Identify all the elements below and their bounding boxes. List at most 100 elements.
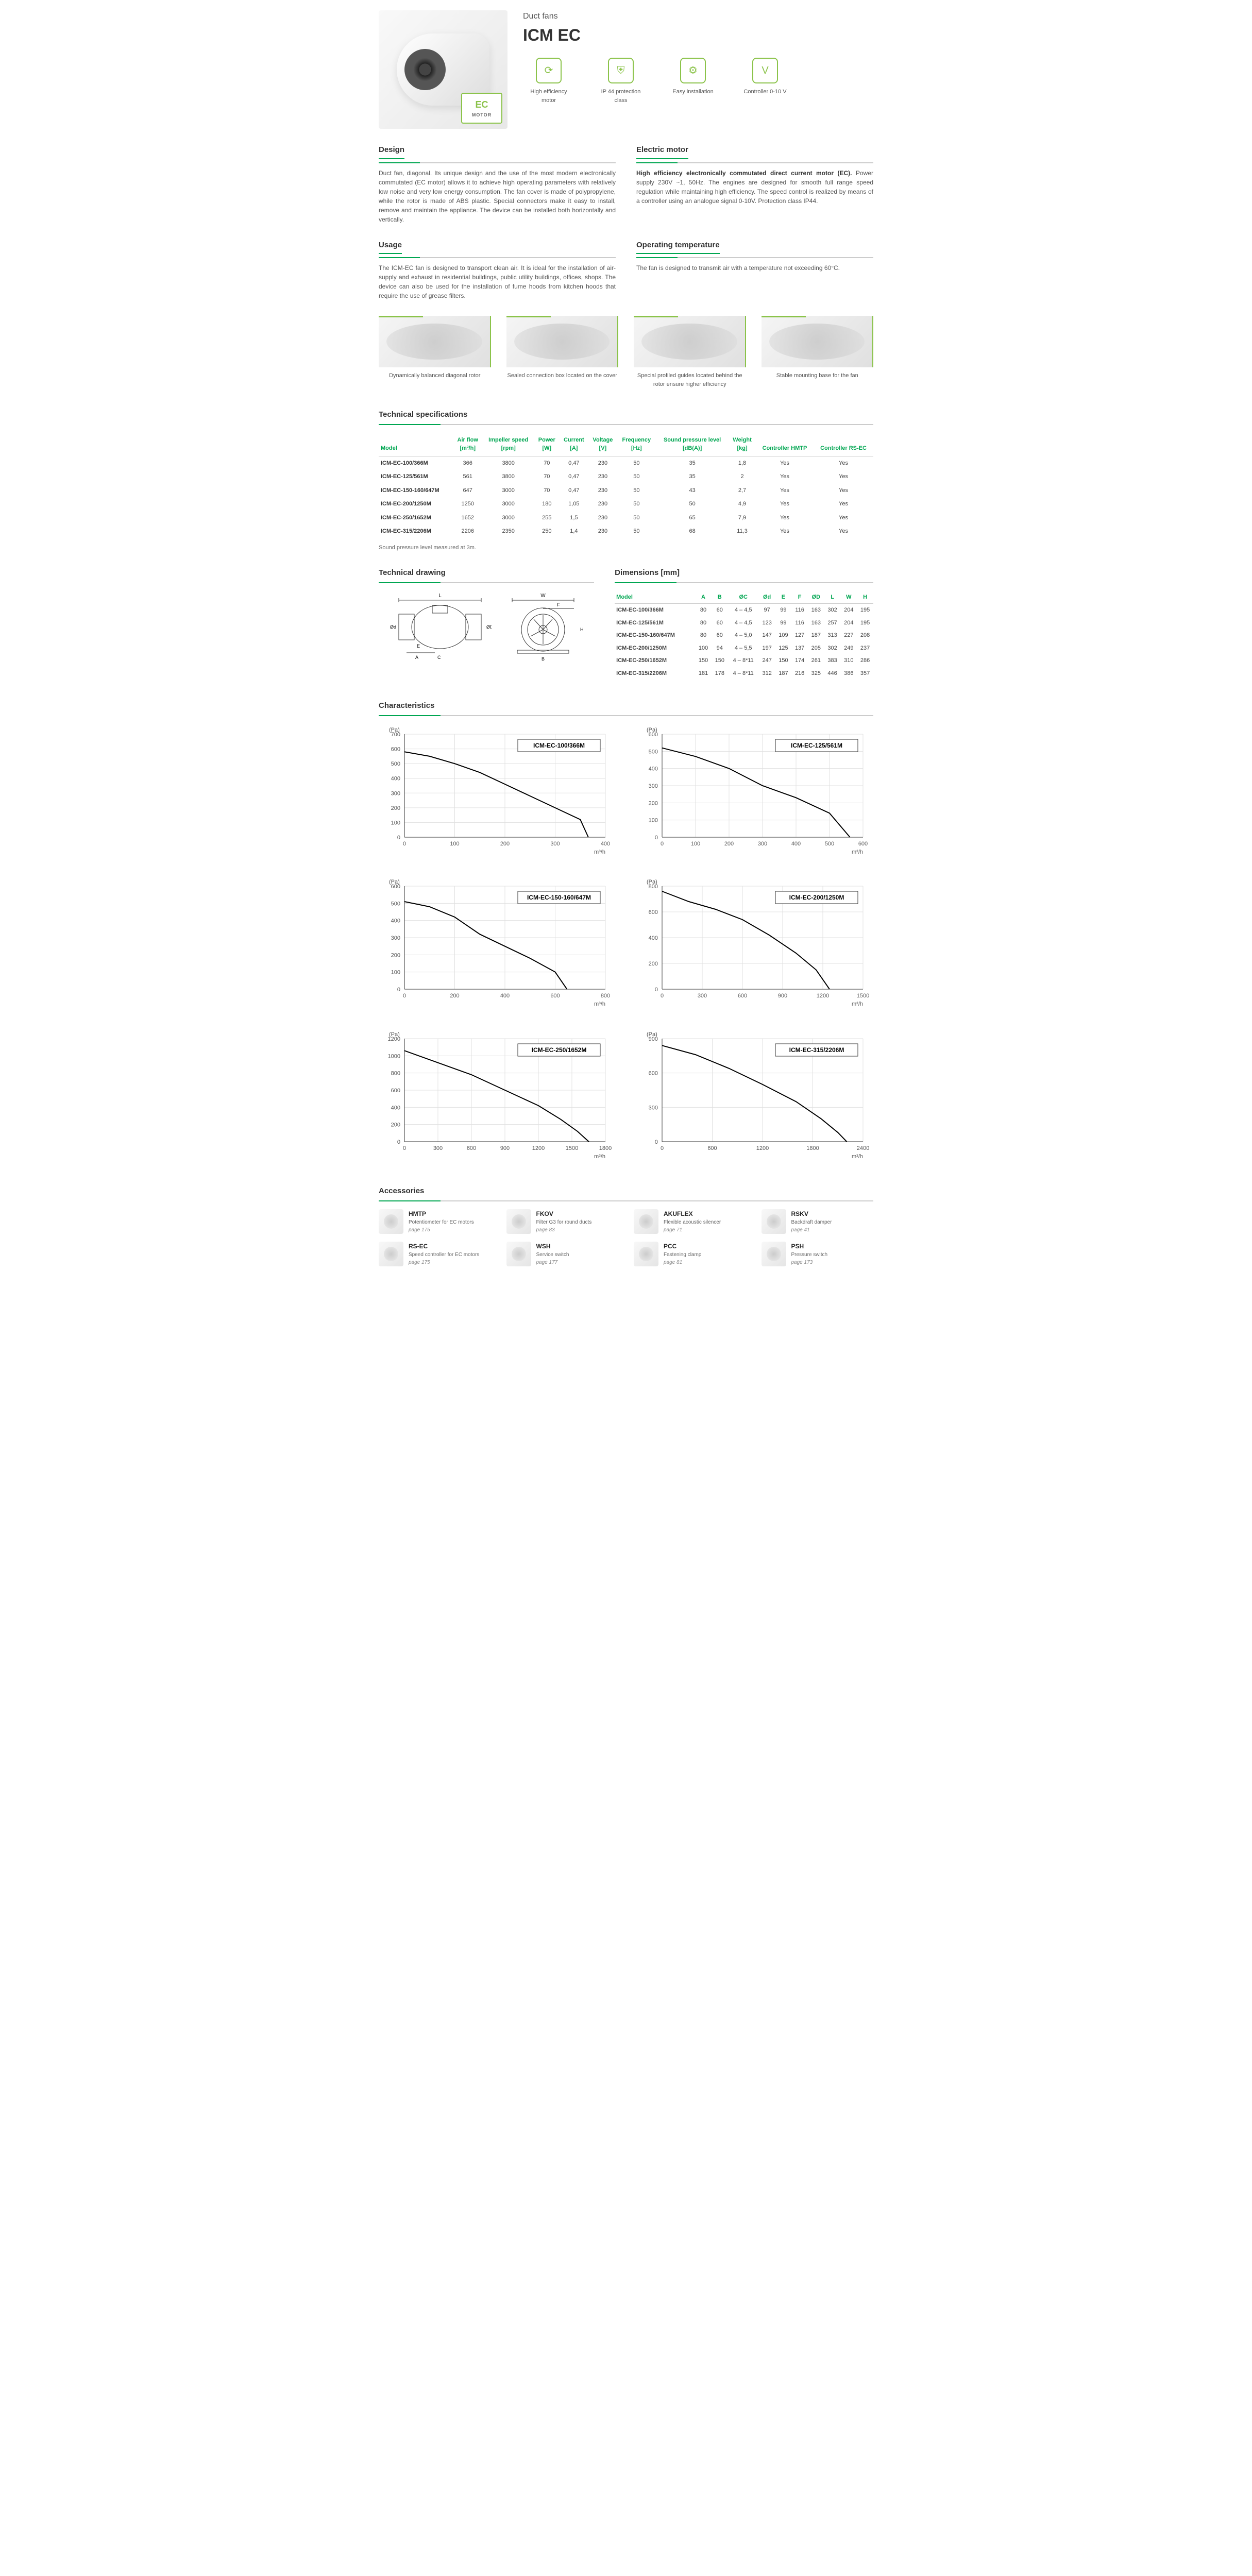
svg-text:(Pa): (Pa): [389, 1031, 400, 1038]
accessory-desc: Filter G3 for round ducts: [536, 1218, 592, 1226]
svg-text:600: 600: [391, 746, 400, 752]
performance-chart: 0200400600800100012000300600900120015001…: [379, 1028, 616, 1165]
accessory-page: page 71: [664, 1226, 721, 1234]
accessory-code: WSH: [536, 1242, 569, 1251]
svg-text:0: 0: [403, 841, 406, 847]
accessory-thumb: [379, 1242, 403, 1266]
svg-text:600: 600: [707, 1145, 717, 1151]
svg-text:100: 100: [450, 841, 459, 847]
table-header: E: [775, 591, 792, 604]
feature-caption: Sealed connection box located on the cov…: [506, 371, 619, 380]
technical-drawing: L Ød ØD A C E W F: [379, 591, 594, 663]
spec-table: ModelAir flow [m³/h]Impeller speed [rpm]…: [379, 433, 873, 538]
svg-text:A: A: [415, 655, 418, 660]
svg-text:800: 800: [601, 993, 610, 999]
svg-text:ICM-EC-125/561M: ICM-EC-125/561M: [791, 742, 842, 749]
svg-text:300: 300: [649, 1105, 658, 1111]
table-header: A: [695, 591, 712, 604]
svg-text:600: 600: [738, 993, 747, 999]
category-label: Duct fans: [523, 10, 873, 23]
product-title: ICM EC: [523, 23, 873, 47]
svg-text:600: 600: [649, 1070, 658, 1076]
svg-text:600: 600: [858, 841, 868, 847]
table-header: Voltage [V]: [588, 433, 617, 456]
table-row: ICM-EC-200/1250M125030001801,0523050504,…: [379, 497, 873, 511]
svg-text:500: 500: [825, 841, 834, 847]
feature-item: Dynamically balanced diagonal rotor: [379, 316, 491, 388]
table-header: Controller RS-EC: [814, 433, 873, 456]
accessory-page: page 173: [791, 1259, 828, 1266]
accessory-code: RS-EC: [409, 1242, 479, 1251]
svg-text:1500: 1500: [566, 1145, 578, 1151]
svg-text:ICM-EC-315/2206M: ICM-EC-315/2206M: [789, 1046, 844, 1054]
svg-text:400: 400: [391, 1105, 400, 1111]
accessories-title: Accessories: [379, 1185, 873, 1197]
accessories-list: HMTP Potentiometer for EC motors page 17…: [379, 1209, 873, 1266]
svg-text:(Pa): (Pa): [647, 727, 657, 733]
svg-text:1800: 1800: [806, 1145, 819, 1151]
accessory-item: FKOV Filter G3 for round ducts page 83: [506, 1209, 619, 1234]
svg-text:(Pa): (Pa): [647, 1031, 657, 1038]
svg-text:300: 300: [391, 790, 400, 796]
accessory-code: PCC: [664, 1242, 701, 1251]
accessory-desc: Flexible acoustic silencer: [664, 1218, 721, 1226]
accessory-item: AKUFLEX Flexible acoustic silencer page …: [634, 1209, 746, 1234]
accessory-item: PSH Pressure switch page 173: [762, 1242, 874, 1266]
svg-text:(Pa): (Pa): [389, 727, 400, 733]
table-row: ICM-EC-150-160/647M6473000700,4723050432…: [379, 484, 873, 498]
svg-text:ICM-EC-250/1652M: ICM-EC-250/1652M: [532, 1046, 587, 1054]
svg-text:1200: 1200: [756, 1145, 769, 1151]
svg-text:900: 900: [778, 993, 787, 999]
svg-text:300: 300: [698, 993, 707, 999]
feature-item: Sealed connection box located on the cov…: [506, 316, 619, 388]
svg-text:600: 600: [391, 1088, 400, 1094]
design-block: Design Duct fan, diagonal. Its unique de…: [379, 144, 616, 224]
performance-chart: 01002003004005006000100200300400500600 (…: [636, 724, 873, 861]
table-header: H: [857, 591, 873, 604]
accessory-item: RS-EC Speed controller for EC motors pag…: [379, 1242, 491, 1266]
svg-text:0: 0: [397, 835, 400, 841]
svg-text:900: 900: [500, 1145, 510, 1151]
table-row: ICM-EC-250/1652M165230002551,523050657,9…: [379, 511, 873, 525]
svg-text:0: 0: [403, 993, 406, 999]
accessory-code: PSH: [791, 1242, 828, 1251]
svg-text:1500: 1500: [857, 993, 869, 999]
accessory-desc: Pressure switch: [791, 1251, 828, 1259]
feature-icon: V Controller 0-10 V: [739, 58, 791, 105]
accessory-page: page 175: [409, 1259, 479, 1266]
svg-text:200: 200: [649, 800, 658, 806]
svg-text:m³/h: m³/h: [594, 849, 605, 855]
table-header: ØC: [728, 591, 759, 604]
spec-footnote: Sound pressure level measured at 3m.: [379, 544, 873, 552]
table-header: L: [824, 591, 841, 604]
svg-text:200: 200: [724, 841, 734, 847]
accessory-desc: Service switch: [536, 1251, 569, 1259]
svg-text:2400: 2400: [857, 1145, 869, 1151]
accessory-thumb: [379, 1209, 403, 1234]
feature-icons: ⟳High efficiency motor⛨IP 44 protection …: [523, 58, 873, 105]
feature-thumbnails: Dynamically balanced diagonal rotor Seale…: [379, 316, 873, 388]
svg-text:500: 500: [391, 901, 400, 907]
icon-glyph: ⟳: [536, 58, 562, 83]
table-row: ICM-EC-125/561M5613800700,4723050352YesY…: [379, 470, 873, 484]
accessory-code: HMTP: [409, 1209, 474, 1218]
table-header: B: [712, 591, 728, 604]
svg-text:0: 0: [397, 1139, 400, 1145]
table-header: Sound pressure level [dB(A)]: [656, 433, 729, 456]
svg-text:F: F: [557, 602, 560, 607]
table-header: ØD: [808, 591, 824, 604]
svg-text:200: 200: [500, 841, 510, 847]
accessory-thumb: [762, 1209, 786, 1234]
accessory-code: AKUFLEX: [664, 1209, 721, 1218]
table-row: ICM-EC-100/366M80604 – 4,597991161633022…: [615, 604, 873, 617]
feature-caption: Stable mounting base for the fan: [762, 371, 874, 380]
icon-label: Controller 0-10 V: [739, 88, 791, 96]
svg-text:400: 400: [500, 993, 510, 999]
svg-text:C: C: [437, 655, 441, 660]
performance-chart: 03006009000600120018002400 (Pa) m³/h ICM…: [636, 1028, 873, 1165]
icon-glyph: V: [752, 58, 778, 83]
svg-text:500: 500: [649, 749, 658, 755]
table-row: ICM-EC-250/1652M1501504 – 8*112471501742…: [615, 654, 873, 667]
svg-text:0: 0: [655, 1139, 658, 1145]
table-header: W: [840, 591, 857, 604]
